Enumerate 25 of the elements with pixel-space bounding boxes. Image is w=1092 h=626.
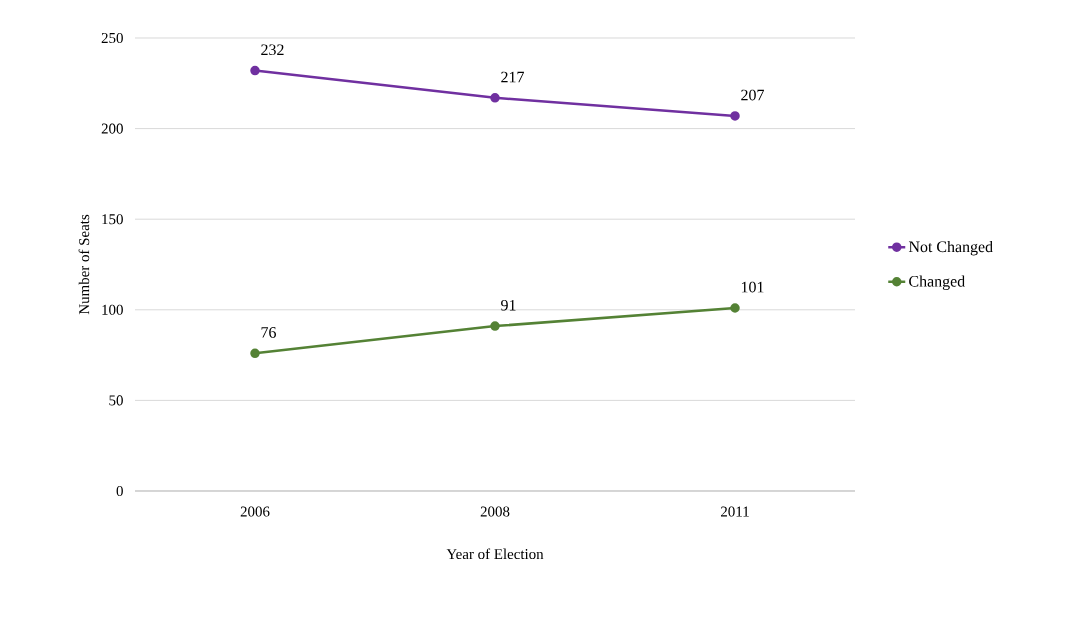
x-tick-label: 2008	[480, 506, 510, 517]
point	[730, 111, 740, 121]
data-label: 207	[741, 89, 764, 101]
point	[250, 65, 260, 76]
point	[250, 348, 260, 359]
y-tick-label: 250	[101, 32, 123, 44]
y-tick-label: 100	[102, 304, 123, 315]
data-label: 101	[741, 281, 764, 293]
data-label: 76	[261, 327, 276, 338]
y-tick-label: 150	[102, 214, 123, 225]
legend-label: Not Changed	[908, 240, 993, 256]
y-tick-label: 50	[109, 395, 123, 406]
point	[490, 93, 500, 103]
y-tick-label: 0	[116, 485, 123, 497]
y-axis-title: Number of Seats	[78, 214, 90, 315]
x-tick-label: 2006	[240, 506, 270, 517]
point	[490, 321, 500, 331]
point	[730, 303, 740, 313]
data-label: 217	[501, 71, 524, 83]
x-axis-title: Year of Election	[446, 548, 544, 560]
data-label: 232	[261, 44, 284, 56]
y-tick-label: 200	[101, 123, 123, 134]
x-tick-label: 2011	[721, 506, 749, 517]
legend-label: Changed	[909, 275, 965, 290]
data-label: 91	[501, 299, 516, 311]
